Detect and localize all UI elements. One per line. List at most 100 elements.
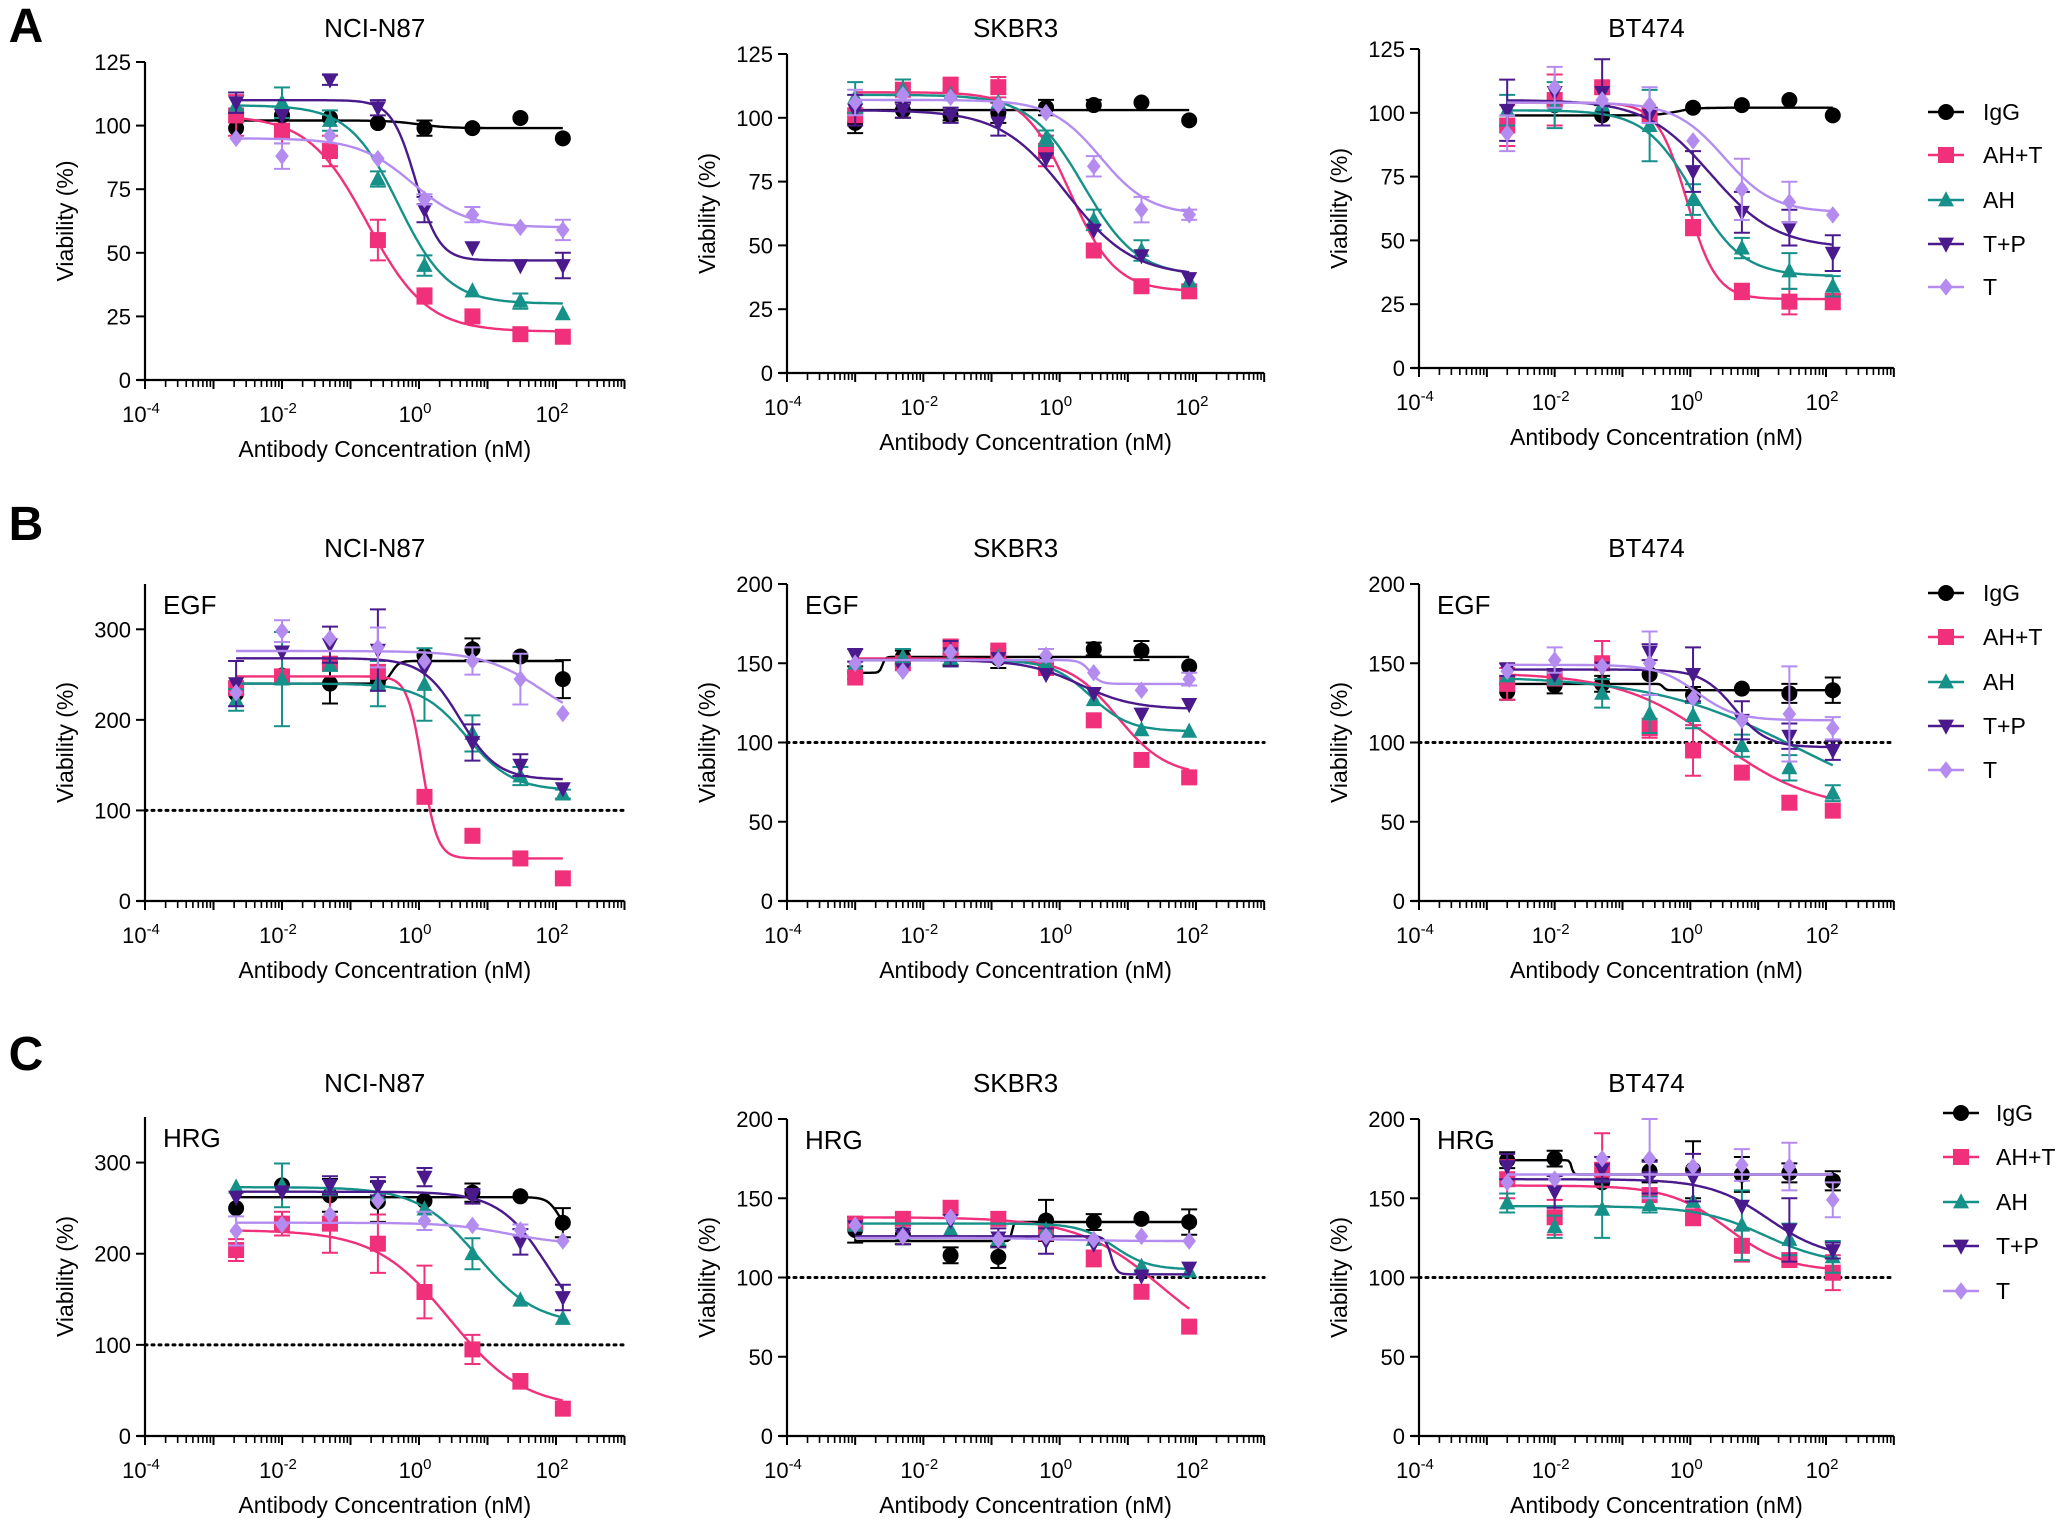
y-tick-label: 100 <box>94 1333 131 1358</box>
x-tick-exponent: -4 <box>1421 388 1434 405</box>
data-point <box>1133 1283 1150 1300</box>
x-tick-label: 10-4 <box>122 400 160 427</box>
y-tick-label: 200 <box>94 708 131 733</box>
data-point <box>229 1222 243 1240</box>
x-tick-label: 10-2 <box>259 921 297 948</box>
data-point <box>1085 1250 1102 1267</box>
panel-title: NCI-N87 <box>324 533 425 563</box>
data-point <box>990 79 1007 96</box>
data-point <box>275 1215 289 1234</box>
data-point <box>943 1208 958 1227</box>
fit-curve <box>1507 1178 1834 1252</box>
x-tick-exponent: -2 <box>1556 921 1569 938</box>
data-point <box>369 232 386 249</box>
data-point <box>1686 689 1700 707</box>
data-point <box>1133 278 1150 295</box>
x-tick-label: 10-2 <box>900 921 938 948</box>
data-point <box>465 205 480 224</box>
fit-curve <box>1507 101 1833 213</box>
panel-title: BT474 <box>1608 1068 1685 1098</box>
data-point <box>1733 97 1750 114</box>
data-point <box>554 782 571 798</box>
data-point <box>323 1205 337 1224</box>
data-point <box>1735 180 1749 199</box>
legend-marker-triangle-down-icon <box>1953 1239 1969 1255</box>
x-tick-exponent: 0 <box>1064 921 1072 938</box>
legend-marker-circle-icon <box>1938 585 1954 601</box>
data-point <box>369 170 386 186</box>
data-point <box>464 308 481 325</box>
data-point <box>1085 97 1102 114</box>
data-point <box>229 129 243 148</box>
data-point <box>1500 1173 1514 1192</box>
panel-title: SKBR3 <box>973 533 1058 563</box>
legend-label: AH+T <box>1996 1144 2055 1170</box>
data-point <box>1824 802 1841 819</box>
x-tick-label: 10-2 <box>259 1456 297 1483</box>
data-point <box>274 93 290 110</box>
data-point <box>512 1291 529 1307</box>
data-point <box>228 96 245 112</box>
y-tick-label: 50 <box>1381 1345 1405 1370</box>
data-point <box>848 1216 862 1234</box>
fit-curve <box>236 137 563 229</box>
series-t-plus-p <box>228 1167 571 1312</box>
data-point <box>1642 96 1657 114</box>
chart-panel-b-bt474: BT474 EGF 0 50 100 150 200 10-4 10-2 100 102Antibo… <box>1326 533 1896 983</box>
fit-curve <box>236 104 563 305</box>
x-tick-label: 102 <box>536 400 569 427</box>
x-tick-exponent: 2 <box>1200 1456 1208 1473</box>
data-point <box>848 654 862 673</box>
x-tick-label: 102 <box>1176 921 1209 948</box>
legend-item: T <box>1928 274 1997 300</box>
data-point <box>1182 1232 1196 1250</box>
x-tick-exponent: -2 <box>284 921 297 938</box>
data-point <box>464 736 481 752</box>
data-point <box>1181 1214 1198 1231</box>
x-tick-label: 100 <box>1670 388 1703 415</box>
data-point <box>1134 681 1149 699</box>
data-point <box>274 670 290 686</box>
x-tick-label: 102 <box>1806 388 1839 415</box>
y-tick-label: 25 <box>1381 292 1405 317</box>
data-point <box>512 292 529 308</box>
data-point <box>1594 684 1611 700</box>
panel-letter-a: A <box>9 0 44 53</box>
y-tick-label: 75 <box>107 177 131 202</box>
data-point <box>1685 99 1702 116</box>
panel-title: SKBR3 <box>973 1068 1058 1098</box>
y-tick-label: 200 <box>1368 572 1405 597</box>
y-tick-label: 100 <box>1368 731 1405 756</box>
data-point <box>512 850 529 867</box>
data-point <box>229 683 243 702</box>
data-point <box>1781 92 1798 109</box>
x-tick-label: 10-4 <box>1396 921 1434 948</box>
panel-annotation: HRG <box>163 1123 221 1153</box>
x-tick-label: 10-2 <box>1532 388 1570 415</box>
legend-label: T+P <box>1996 1233 2039 1259</box>
data-point <box>554 305 571 321</box>
data-point <box>1735 1156 1749 1174</box>
data-point <box>1782 1157 1797 1176</box>
chart-panel-a-bt474: BT474 0 25 50 75 100 125 10-4 10-2 100 102Antibody… <box>1326 13 1895 450</box>
legend-marker-triangle-up-icon <box>1953 1193 1969 1209</box>
data-point <box>1781 221 1798 237</box>
chart-panel-a-skbr3: SKBR3 0 25 50 75 100 125 10-4 10-2 100 102Antibody… <box>694 13 1266 455</box>
legend-label: IgG <box>1983 99 2020 125</box>
x-tick-exponent: 0 <box>1694 1456 1702 1473</box>
series-t-plus-p <box>1499 58 1841 273</box>
x-tick-label: 10-4 <box>1396 1456 1434 1483</box>
y-tick-label: 50 <box>107 241 131 266</box>
data-point <box>1686 1157 1700 1176</box>
data-point <box>1825 1191 1840 1209</box>
data-point <box>512 1373 529 1390</box>
legend-marker-square-icon <box>1938 147 1954 163</box>
fit-curve <box>1507 663 1833 722</box>
data-point <box>1824 277 1841 293</box>
legend-marker-diamond-icon <box>1954 1282 1968 1300</box>
data-point <box>1133 1210 1150 1227</box>
data-point <box>1182 205 1196 224</box>
x-tick-label: 100 <box>1039 393 1072 420</box>
data-point <box>1134 200 1149 219</box>
data-point <box>1735 711 1749 730</box>
